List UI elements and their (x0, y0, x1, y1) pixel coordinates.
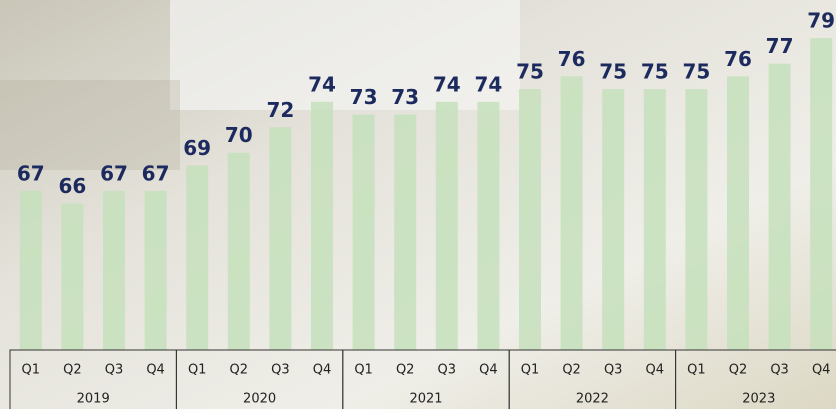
bar (768, 63, 791, 351)
data-label: 75 (599, 60, 627, 84)
bar (477, 101, 500, 351)
x-tick-label: Q4 (313, 363, 332, 378)
bar (19, 190, 42, 350)
data-label: 74 (433, 72, 461, 96)
bar (560, 76, 583, 350)
group-box (675, 349, 836, 409)
data-label: 67 (142, 161, 170, 185)
bar (269, 127, 292, 350)
x-tick-label: Q1 (521, 363, 540, 378)
data-label: 72 (266, 98, 294, 122)
bar (727, 76, 749, 350)
bar (144, 190, 167, 350)
group-label: 2019 (77, 392, 110, 407)
data-label: 67 (17, 161, 45, 185)
data-label: 75 (682, 60, 710, 84)
data-label: 76 (724, 47, 752, 71)
bar (394, 114, 417, 350)
bar (643, 89, 666, 350)
data-label: 73 (350, 85, 378, 109)
x-tick-label: Q3 (271, 363, 290, 378)
x-tick-label: Q2 (729, 363, 748, 378)
bar (186, 165, 209, 350)
x-tick-label: Q2 (63, 363, 82, 378)
bar (435, 101, 458, 351)
data-label: 74 (474, 72, 502, 96)
data-label: 69 (183, 136, 211, 160)
bar (227, 152, 250, 350)
x-tick-label: Q1 (354, 363, 373, 378)
x-tick-label: Q1 (188, 363, 207, 378)
bar (685, 89, 708, 350)
x-tick-label: Q4 (146, 363, 165, 378)
x-tick-label: Q3 (105, 363, 124, 378)
x-tick-label: Q4 (812, 363, 831, 378)
data-label: 79 (807, 9, 835, 33)
group-label: 2020 (243, 392, 276, 407)
x-tick-label: Q2 (396, 363, 415, 378)
x-tick-label: Q4 (479, 363, 498, 378)
x-tick-label: Q1 (22, 363, 41, 378)
bar (519, 89, 541, 350)
bar (602, 89, 625, 350)
x-tick-label: Q2 (562, 363, 581, 378)
group-label: 2021 (409, 392, 442, 407)
data-label: 73 (391, 85, 419, 109)
x-tick-label: Q4 (646, 363, 665, 378)
group-label: 2022 (576, 392, 609, 407)
x-tick-label: Q2 (230, 363, 249, 378)
background-building (170, 0, 520, 110)
x-tick-label: Q3 (438, 363, 457, 378)
data-label: 76 (558, 47, 586, 71)
data-label: 75 (641, 60, 669, 84)
group-label: 2023 (742, 392, 775, 407)
data-label: 66 (58, 174, 86, 198)
bar (352, 114, 375, 350)
data-label: 74 (308, 72, 336, 96)
x-tick-label: Q1 (687, 363, 706, 378)
x-tick-label: Q3 (604, 363, 623, 378)
data-label: 70 (225, 123, 253, 147)
data-label: 77 (766, 34, 794, 58)
bar (61, 203, 84, 350)
data-label: 75 (516, 60, 544, 84)
bar (311, 101, 333, 351)
x-tick-label: Q3 (770, 363, 789, 378)
bar (810, 38, 833, 350)
data-label: 67 (100, 161, 128, 185)
background-shape (0, 80, 180, 170)
bar (103, 190, 125, 350)
